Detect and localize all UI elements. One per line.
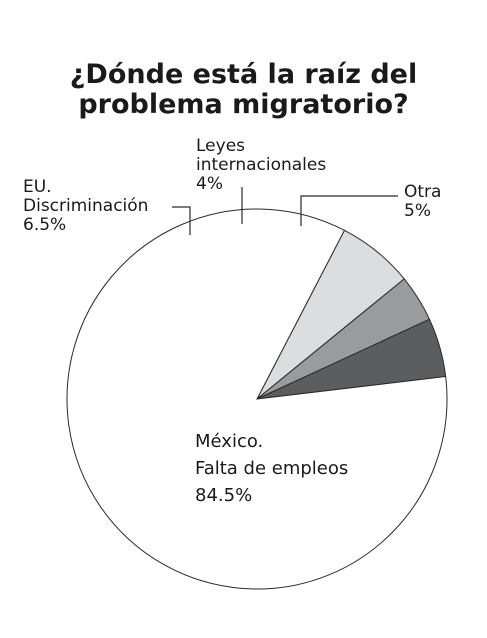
label-mexico-value: 84.5% [195, 485, 253, 506]
label-leyes-line-2: internacionales [196, 155, 327, 175]
label-mexico-falta-de-empleos: México. Falta de empleos 84.5% [195, 428, 348, 509]
chart-title-line-2: problema migratorio? [78, 89, 409, 120]
label-mexico-line-2: Falta de empleos [195, 458, 349, 479]
label-leyes-value: 4% [196, 174, 223, 194]
leader-line-otra [300, 195, 398, 226]
label-otra-line-1: Otra [404, 182, 442, 202]
label-otra-value: 5% [404, 201, 431, 221]
label-mexico-line-1: México. [195, 431, 264, 452]
chart-title: ¿Dónde está la raíz del problema migrato… [0, 60, 487, 120]
leader-line-eu [172, 206, 191, 235]
label-eu-line-2: Discriminación [23, 196, 149, 216]
label-eu-value: 6.5% [23, 215, 67, 235]
label-leyes-internacionales: Leyes internacionales 4% [196, 137, 326, 194]
label-eu-line-1: EU. [23, 177, 52, 197]
label-leyes-line-1: Leyes [196, 136, 246, 156]
pie-slice-mexico-falta-de-empleos [66, 208, 448, 590]
chart-title-line-1: ¿Dónde está la raíz del [69, 59, 418, 90]
label-eu-discriminacion: EU. Discriminación 6.5% [23, 178, 148, 235]
label-otra: Otra 5% [404, 183, 441, 221]
